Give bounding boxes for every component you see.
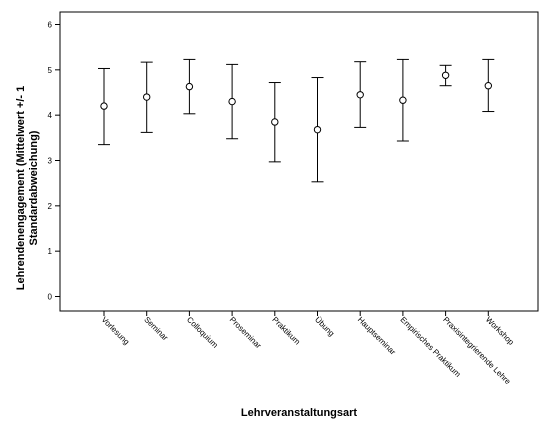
mean-marker	[356, 91, 364, 99]
mean-marker	[228, 97, 236, 106]
error-bar-group	[140, 61, 153, 133]
x-tick-label: Colloquium	[185, 315, 220, 350]
plot-area	[59, 11, 539, 312]
error-bar-group	[354, 61, 367, 128]
error-bar-group	[396, 58, 409, 142]
x-axis: Vorlesung Seminar Colloquium Proseminar Prak…	[100, 311, 516, 387]
x-tick-label: Übung	[313, 315, 336, 338]
x-tick-label: Proseminar	[228, 315, 264, 351]
y-axis: 0 1 2 3 4 5 6	[48, 21, 60, 302]
error-bar-group	[98, 67, 110, 146]
mean-marker	[441, 71, 450, 79]
y-tick-label: 2	[48, 202, 53, 211]
error-bar-group	[311, 77, 324, 183]
y-axis-title-line: Standardabweichung)	[28, 130, 40, 245]
x-tick-label: Workshop	[484, 315, 516, 347]
x-tick-label: Vorlesung	[100, 315, 132, 347]
error-bar-group	[226, 63, 239, 140]
x-tick-label: Seminar	[142, 315, 170, 343]
y-tick-label: 4	[48, 111, 53, 120]
y-axis-title: Lehrendenengagement (Mittelwert +/- 1Sta…	[15, 86, 40, 290]
mean-marker	[399, 96, 407, 104]
error-bar-group	[268, 82, 281, 163]
error-bar-group	[183, 58, 196, 115]
y-axis-title-line: Lehrendenengagement (Mittelwert +/- 1	[15, 86, 27, 290]
y-tick-label: 0	[48, 293, 53, 302]
y-tick-label: 5	[48, 66, 53, 75]
x-tick-label: Praktikum	[270, 315, 302, 347]
mean-marker	[143, 93, 151, 101]
y-tick-label: 6	[48, 21, 53, 30]
error-bars	[98, 58, 495, 183]
x-axis-title: Lehrveranstaltungsart	[241, 407, 357, 419]
mean-marker	[484, 82, 492, 90]
x-tick-label: Hauptseminar	[356, 315, 398, 357]
mean-marker	[185, 82, 194, 91]
error-bar-group	[439, 64, 452, 87]
mean-marker	[271, 118, 279, 126]
mean-marker	[313, 125, 322, 134]
y-tick-label: 3	[48, 157, 53, 166]
y-tick-label: 1	[48, 247, 53, 256]
error-bar-group	[482, 58, 495, 113]
mean-marker	[100, 102, 108, 110]
